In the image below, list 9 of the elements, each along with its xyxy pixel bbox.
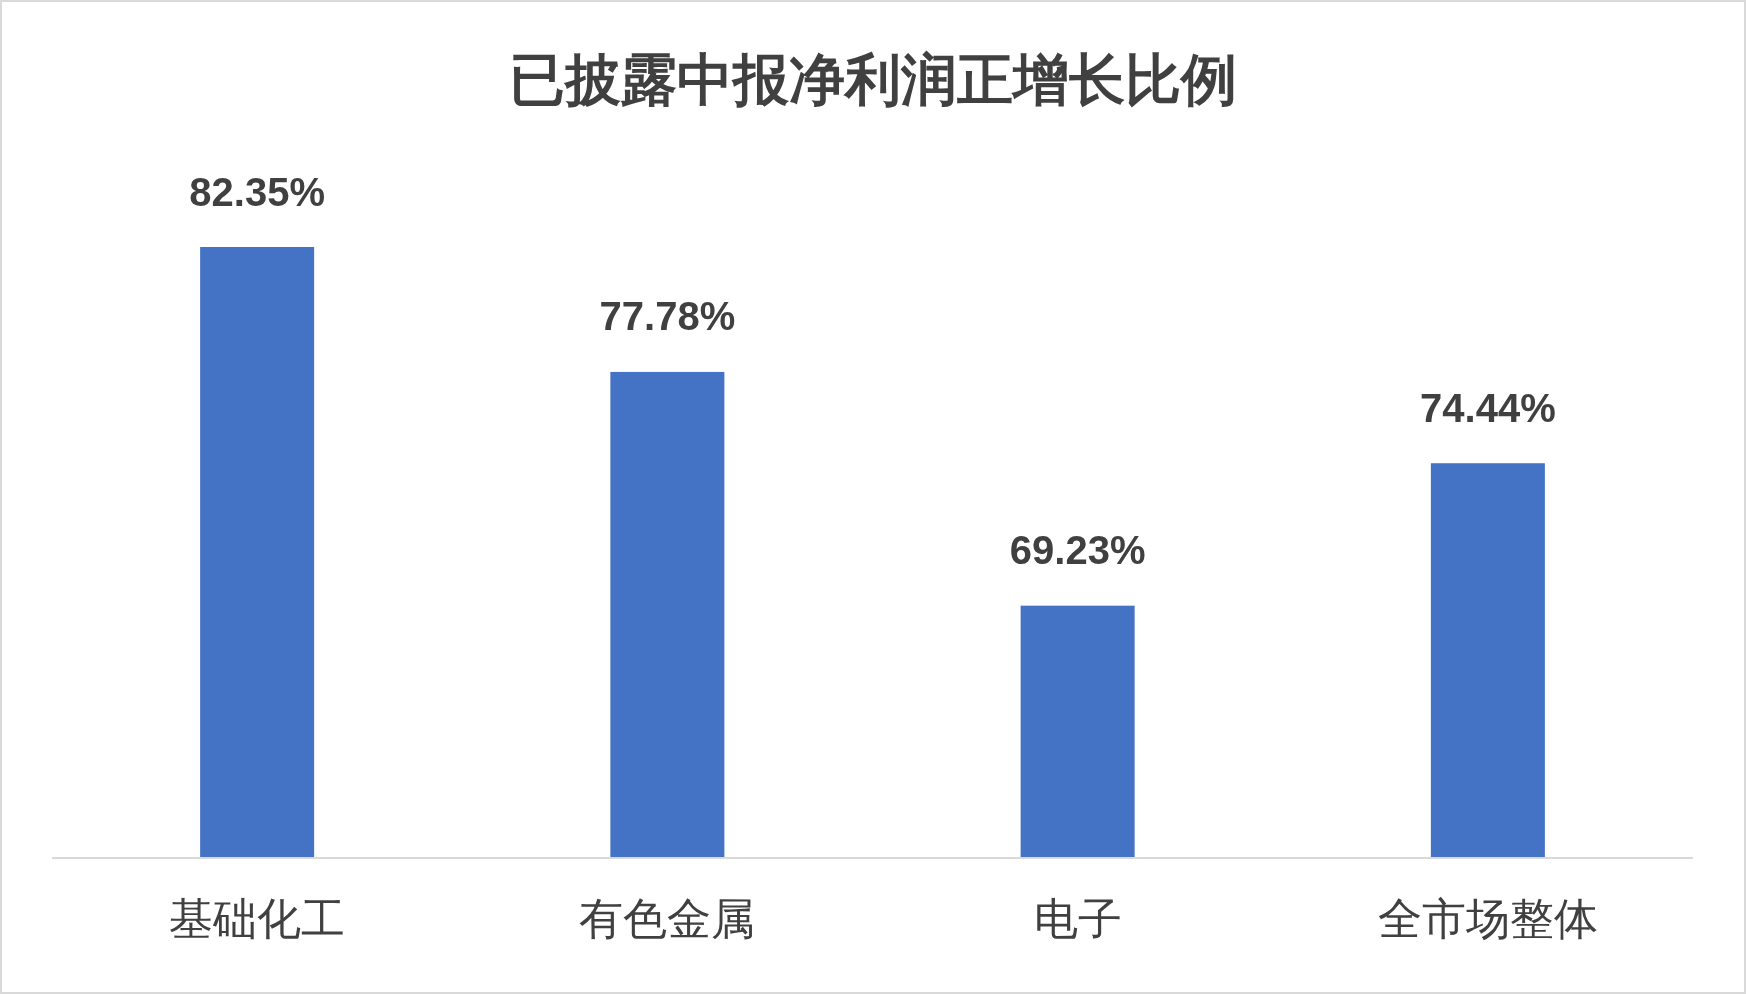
- data-label: 69.23%: [1009, 528, 1146, 573]
- chart-title: 已披露中报净利润正增长比例: [509, 47, 1237, 111]
- x-tick-label: 全市场整体: [1377, 893, 1598, 943]
- x-tick-label: 有色金属: [579, 893, 756, 943]
- x-tick-label: 电子: [1033, 893, 1122, 943]
- data-label: 82.35%: [189, 169, 325, 214]
- data-label: 77.78%: [599, 294, 736, 339]
- x-tick-label: 基础化工: [169, 893, 346, 943]
- data-label: 74.44%: [1420, 385, 1556, 430]
